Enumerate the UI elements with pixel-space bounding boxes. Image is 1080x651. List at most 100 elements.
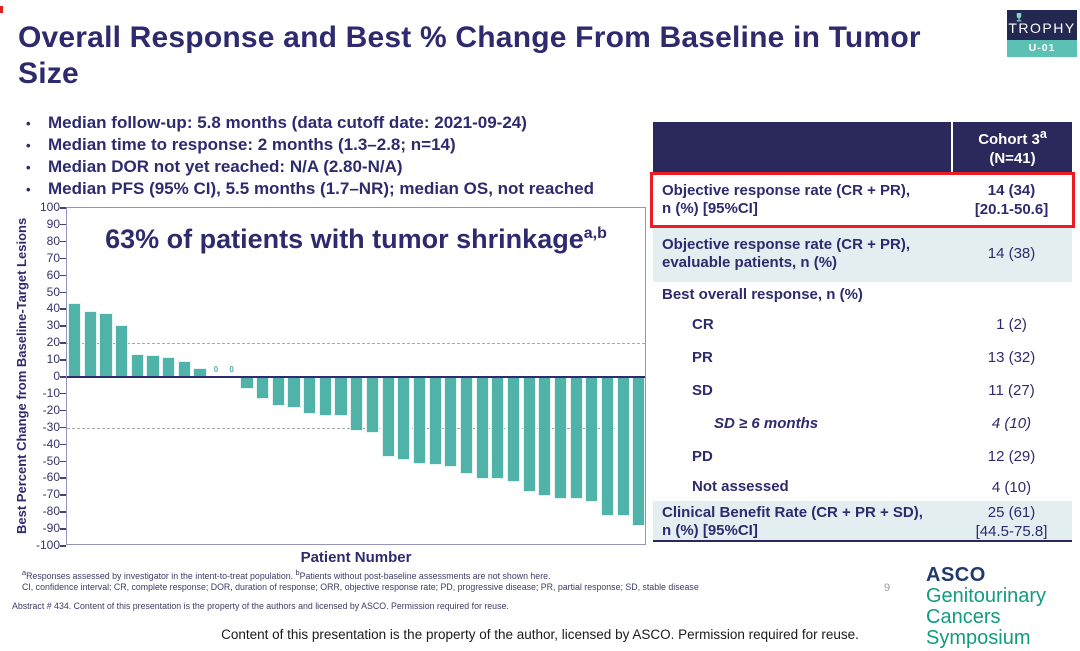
y-tick-mark <box>60 528 66 530</box>
chart-annotation: 63% of patients with tumor shrinkagea,b <box>105 224 607 254</box>
waterfall-bar <box>241 378 253 389</box>
waterfall-bar <box>382 378 394 456</box>
waterfall-bar <box>601 378 614 515</box>
waterfall-bar <box>476 378 488 478</box>
table-row-value: 4 (10) <box>991 478 1032 496</box>
y-tick-mark <box>60 240 66 243</box>
y-tick-mark <box>60 409 66 412</box>
y-axis-ticks: 100 90 80 70 60 50 40 30 20 10 0 -10 -20 -30 -40 -50 -60… <box>24 200 60 552</box>
table-row-label: Not assessed <box>692 478 789 495</box>
y-tick-mark <box>60 376 66 378</box>
waterfall-plot-area: 63% of patients with tumor shrinkagea,b … <box>60 207 646 547</box>
y-tick-label: 70 <box>46 250 60 265</box>
trophy-icon <box>1016 13 1022 22</box>
y-tick-mark <box>60 443 66 446</box>
table-row: Clinical Benefit Rate (CR + PR + SD), n … <box>653 501 1072 540</box>
waterfall-bar <box>617 378 629 515</box>
y-tick-mark <box>60 545 66 547</box>
waterfall-bar <box>633 378 645 526</box>
waterfall-bar <box>366 378 378 433</box>
results-table: Cohort 3a (N=41) Objective response rate… <box>653 122 1072 542</box>
bullet-item: Median DOR not yet reached: N/A (2.80-N/… <box>24 156 654 179</box>
waterfall-bar <box>304 378 316 414</box>
y-tick-mark <box>60 342 66 344</box>
zero-value-marker: 0 <box>213 365 219 374</box>
table-row: PD 12 (29) <box>653 440 1072 473</box>
waterfall-bar <box>554 378 567 498</box>
waterfall-bar <box>288 378 300 407</box>
table-row-label: CR <box>692 315 714 333</box>
table-row-value: 14 (38) <box>987 245 1036 262</box>
waterfall-bar <box>413 378 426 463</box>
waterfall-bar <box>523 378 535 492</box>
y-tick-mark <box>60 426 66 429</box>
y-tick-mark <box>60 511 66 513</box>
abstract-note: Abstract # 434. Content of this presenta… <box>12 601 509 611</box>
waterfall-bar <box>586 378 598 502</box>
asco-logo-line2: Cancers Symposium <box>926 606 1031 649</box>
table-row: Objective response rate (CR + PR), n (%)… <box>653 175 1072 225</box>
waterfall-bar <box>570 378 582 498</box>
trophy-cohort-band: U-01 <box>1007 40 1077 57</box>
y-tick-label: -10 <box>42 385 60 400</box>
bullet-item: Median PFS (95% CI), 5.5 months (1.7–NR)… <box>24 178 654 201</box>
table-row-value: 11 (27) <box>988 382 1035 399</box>
bullet-item: Median time to response: 2 months (1.3–2… <box>24 134 654 157</box>
asco-logo-org: ASCO <box>926 564 986 586</box>
y-tick-label: 90 <box>46 216 60 231</box>
y-tick-mark <box>60 477 66 479</box>
y-tick-label: 0 <box>53 369 60 383</box>
y-tick-label: 20 <box>46 335 60 350</box>
waterfall-bar <box>84 311 96 377</box>
table-row-value: 14 (34) [20.1-50.6] <box>974 182 1049 218</box>
table-row-label: SD ≥ 6 months <box>714 414 819 432</box>
trophy-logo: TROPHY U-01 <box>1007 10 1077 57</box>
y-tick-label: 80 <box>46 233 60 248</box>
waterfall-bar <box>131 355 143 377</box>
table-header-row: Cohort 3a (N=41) <box>653 122 1072 175</box>
waterfall-bar <box>163 358 175 377</box>
slide-edge-mark <box>0 6 3 13</box>
bullet-list: Median follow-up: 5.8 months (data cutof… <box>24 112 654 201</box>
zero-axis-line <box>67 376 645 378</box>
table-row: SD 11 (27) <box>653 374 1072 407</box>
waterfall-bar <box>539 378 551 495</box>
y-tick-label: 50 <box>46 284 60 299</box>
table-row-value: 1 (2) <box>996 316 1027 333</box>
y-tick-mark <box>60 291 66 293</box>
y-tick-mark <box>60 392 66 395</box>
y-tick-label: -90 <box>42 521 60 536</box>
y-tick-label: 30 <box>46 318 60 333</box>
trophy-logo-top: TROPHY <box>1007 10 1077 40</box>
waterfall-bar <box>319 378 331 416</box>
y-tick-mark <box>60 460 66 462</box>
table-row-label: PD <box>692 447 713 465</box>
waterfall-bar <box>445 378 457 466</box>
y-tick-mark <box>60 308 66 310</box>
waterfall-bar <box>69 304 81 377</box>
reference-line-20 <box>67 343 645 345</box>
waterfall-bar <box>147 355 159 377</box>
table-row-value: 25 (61) [44.5-75.8] <box>975 504 1048 540</box>
waterfall-bar <box>272 378 284 406</box>
table-row-label: SD <box>692 381 713 399</box>
table-row-value: 12 (29) <box>987 448 1036 465</box>
y-tick-mark <box>60 223 66 226</box>
waterfall-bar <box>335 378 347 416</box>
waterfall-bar <box>507 378 520 482</box>
y-tick-mark <box>60 274 66 277</box>
table-row: Not assessed 4 (10) <box>653 473 1072 501</box>
y-tick-mark <box>60 325 66 327</box>
bottom-disclaimer: Content of this presentation is the prop… <box>221 627 859 642</box>
table-row: SD ≥ 6 months 4 (10) <box>653 407 1072 440</box>
y-tick-mark <box>60 494 66 496</box>
footnote-responses: aResponses assessed by investigator in t… <box>22 568 551 581</box>
y-tick-mark <box>60 257 66 260</box>
waterfall-bar <box>194 369 206 377</box>
waterfall-bar <box>429 378 441 465</box>
waterfall-bar <box>100 314 112 377</box>
table-row-value: 4 (10) <box>991 415 1032 432</box>
y-tick-label: -100 <box>35 538 60 552</box>
waterfall-bar <box>398 378 410 460</box>
